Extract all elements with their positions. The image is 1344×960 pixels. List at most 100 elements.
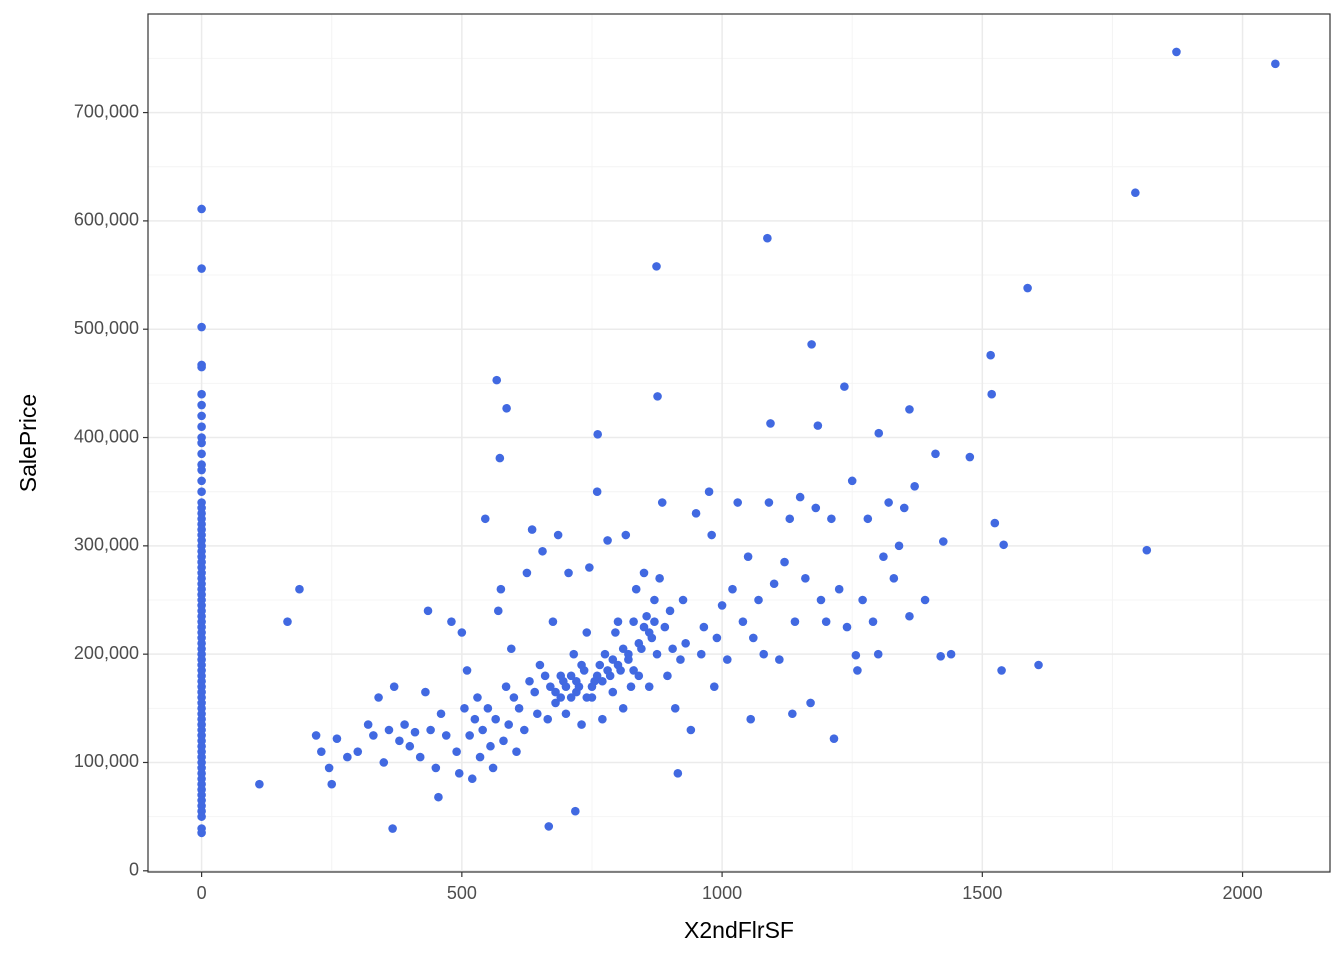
point	[522, 568, 532, 578]
point	[652, 649, 662, 659]
point	[564, 568, 573, 578]
point	[858, 595, 867, 605]
point	[197, 828, 206, 838]
point	[873, 649, 883, 659]
point	[650, 617, 659, 626]
point	[603, 536, 612, 545]
point	[665, 606, 675, 616]
point	[788, 709, 797, 719]
point	[436, 709, 446, 719]
point	[613, 660, 623, 670]
point	[603, 666, 612, 675]
point	[749, 633, 758, 643]
point	[743, 552, 753, 561]
point	[566, 671, 576, 681]
point	[197, 362, 206, 372]
point	[434, 792, 443, 802]
point	[1131, 188, 1140, 198]
point	[311, 731, 321, 740]
point	[653, 392, 662, 401]
point	[920, 595, 930, 605]
point	[709, 682, 719, 691]
point	[561, 682, 571, 691]
point	[899, 503, 909, 513]
point	[551, 687, 560, 697]
point	[821, 617, 831, 626]
point	[738, 617, 748, 626]
point	[813, 421, 823, 430]
point	[415, 752, 425, 762]
point	[317, 747, 326, 756]
point	[197, 449, 206, 459]
point	[840, 382, 849, 391]
point	[785, 514, 795, 524]
point	[496, 584, 506, 594]
point	[544, 822, 554, 831]
point	[624, 649, 633, 659]
point	[379, 758, 389, 767]
point	[197, 400, 206, 410]
y-tick-label: 700,000	[74, 101, 139, 121]
point	[999, 540, 1008, 550]
point	[465, 731, 474, 740]
point	[548, 617, 558, 626]
y-axis-title: SalePrice	[15, 394, 41, 492]
point	[478, 725, 487, 735]
point	[423, 606, 433, 616]
y-tick-label: 100,000	[74, 751, 139, 771]
point	[460, 704, 469, 713]
point	[717, 601, 727, 610]
point	[704, 487, 714, 496]
point	[255, 779, 264, 789]
point	[663, 671, 672, 681]
point	[681, 639, 690, 648]
point	[874, 428, 884, 438]
point	[754, 595, 763, 605]
point	[905, 611, 914, 621]
point	[561, 709, 571, 719]
point	[639, 622, 649, 632]
point	[851, 650, 861, 660]
point	[613, 617, 623, 626]
point	[480, 514, 490, 524]
point	[332, 734, 342, 743]
point	[197, 322, 206, 332]
point	[686, 725, 696, 735]
point	[363, 720, 373, 729]
point	[816, 595, 826, 605]
point	[936, 652, 945, 661]
point	[467, 774, 477, 784]
point	[938, 537, 948, 546]
point	[884, 498, 893, 507]
point	[696, 649, 706, 659]
point	[509, 693, 519, 702]
point	[707, 530, 716, 540]
point	[540, 671, 550, 681]
point	[618, 704, 628, 713]
point	[551, 698, 560, 708]
point	[668, 644, 677, 654]
point	[553, 530, 563, 540]
point	[990, 518, 1000, 528]
point	[795, 492, 805, 502]
point	[592, 671, 602, 681]
point	[621, 530, 631, 540]
y-tick-label: 500,000	[74, 318, 139, 338]
point	[790, 617, 800, 626]
point	[1172, 47, 1181, 57]
x-tick-label: 0	[197, 883, 207, 903]
point	[502, 403, 511, 413]
point	[475, 752, 485, 762]
point	[197, 487, 206, 496]
point	[327, 779, 337, 789]
point	[670, 704, 680, 713]
point	[894, 541, 904, 551]
point	[644, 628, 654, 637]
point	[353, 747, 363, 756]
point	[527, 525, 537, 534]
point	[452, 747, 461, 756]
point	[879, 552, 888, 561]
point	[764, 498, 774, 507]
point	[699, 622, 709, 632]
